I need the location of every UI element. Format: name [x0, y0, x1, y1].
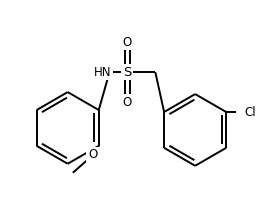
Text: HN: HN [94, 66, 111, 79]
Text: O: O [123, 96, 132, 109]
Text: O: O [88, 148, 98, 161]
Text: Cl: Cl [244, 106, 256, 119]
Text: S: S [123, 66, 132, 79]
Text: O: O [123, 36, 132, 49]
